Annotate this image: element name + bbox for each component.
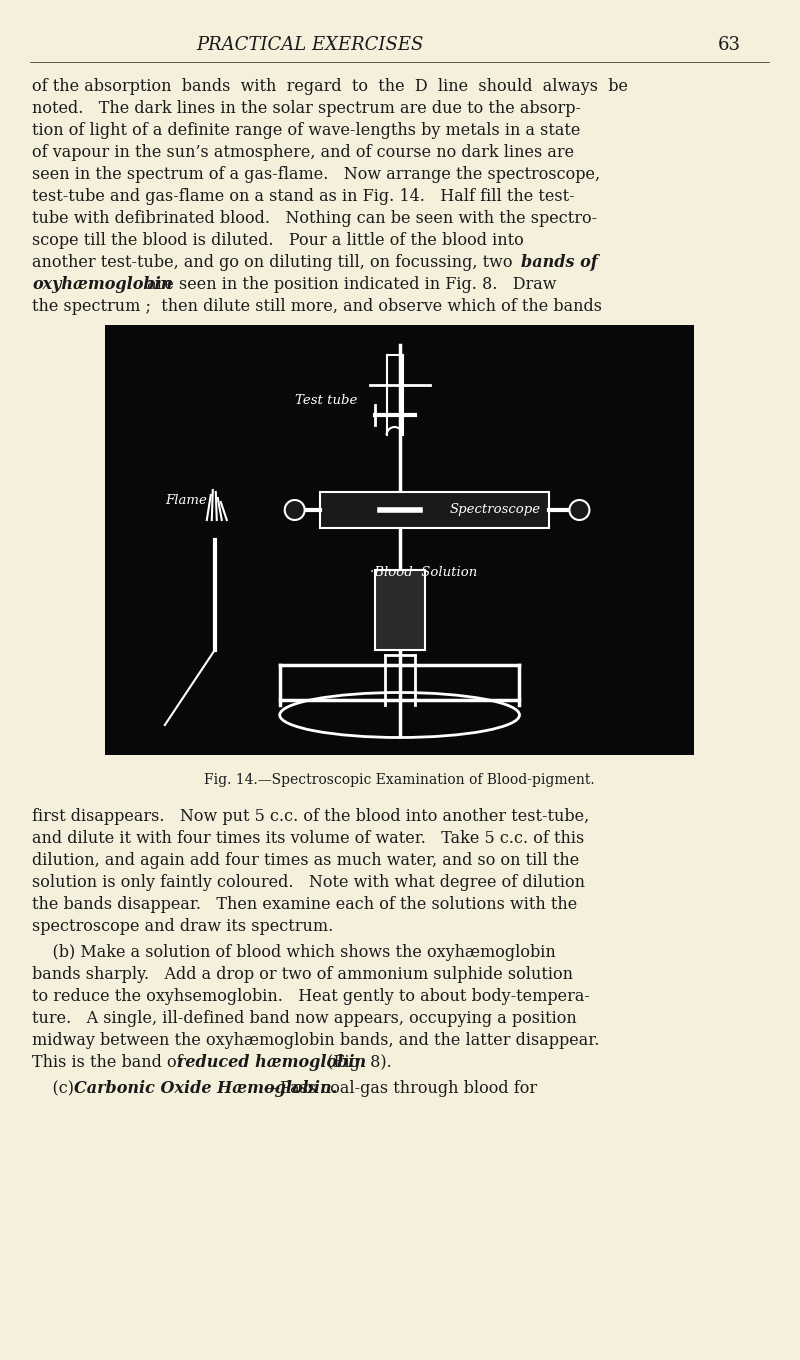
Text: Test tube: Test tube — [294, 393, 357, 407]
Text: dilution, and again add four times as much water, and so on till the: dilution, and again add four times as mu… — [32, 851, 579, 869]
Text: bands of: bands of — [522, 254, 598, 271]
Text: oxyhæmoglobin: oxyhæmoglobin — [32, 276, 172, 292]
Text: solution is only faintly coloured.   Note with what degree of dilution: solution is only faintly coloured. Note … — [32, 874, 585, 891]
Text: bands sharply.   Add a drop or two of ammonium sulphide solution: bands sharply. Add a drop or two of ammo… — [32, 966, 573, 983]
Text: tube with defibrinated blood.   Nothing can be seen with the spectro-: tube with defibrinated blood. Nothing ca… — [32, 209, 597, 227]
Text: of the absorption  bands  with  regard  to  the  D  line  should  always  be: of the absorption bands with regard to t… — [32, 78, 628, 95]
Text: Fig. 14.—Spectroscopic Examination of Blood-pigment.: Fig. 14.—Spectroscopic Examination of Bl… — [204, 772, 595, 787]
Text: Carbonic Oxide Hæmoglobin.: Carbonic Oxide Hæmoglobin. — [74, 1080, 337, 1098]
Text: PRACTICAL EXERCISES: PRACTICAL EXERCISES — [196, 35, 423, 54]
Text: (Fig. 8).: (Fig. 8). — [322, 1054, 391, 1072]
Text: —Pass coal-gas through blood for: —Pass coal-gas through blood for — [264, 1080, 537, 1098]
Text: ·Blood  Solution: ·Blood Solution — [370, 567, 477, 579]
Text: ture.   A single, ill-defined band now appears, occupying a position: ture. A single, ill-defined band now app… — [32, 1010, 577, 1027]
Text: Flame: Flame — [165, 494, 206, 506]
Text: first disappears.   Now put 5 c.c. of the blood into another test-tube,: first disappears. Now put 5 c.c. of the … — [32, 808, 590, 826]
Bar — [320, 492, 550, 528]
Text: the spectrum ;  then dilute still more, and observe which of the bands: the spectrum ; then dilute still more, a… — [32, 298, 602, 316]
Text: reduced hæmoglobin: reduced hæmoglobin — [177, 1054, 366, 1072]
Text: the bands disappear.   Then examine each of the solutions with the: the bands disappear. Then examine each o… — [32, 896, 578, 913]
Text: (c): (c) — [32, 1080, 79, 1098]
Text: another test-tube, and go on diluting till, on focussing, two: another test-tube, and go on diluting ti… — [32, 254, 518, 271]
Text: scope till the blood is diluted.   Pour a little of the blood into: scope till the blood is diluted. Pour a … — [32, 233, 524, 249]
Text: of vapour in the sun’s atmosphere, and of course no dark lines are: of vapour in the sun’s atmosphere, and o… — [32, 144, 574, 160]
Text: spectroscope and draw its spectrum.: spectroscope and draw its spectrum. — [32, 918, 334, 936]
Text: 63: 63 — [718, 35, 741, 54]
Bar — [105, 325, 694, 755]
Text: and dilute it with four times its volume of water.   Take 5 c.c. of this: and dilute it with four times its volume… — [32, 830, 584, 847]
Text: This is the band of: This is the band of — [32, 1054, 188, 1072]
Text: tion of light of a definite range of wave-lengths by metals in a state: tion of light of a definite range of wav… — [32, 122, 580, 139]
Text: noted.   The dark lines in the solar spectrum are due to the absorp-: noted. The dark lines in the solar spect… — [32, 101, 581, 117]
Text: midway between the oxyhæmoglobin bands, and the latter disappear.: midway between the oxyhæmoglobin bands, … — [32, 1032, 599, 1049]
Circle shape — [285, 500, 305, 520]
Text: (b) Make a solution of blood which shows the oxyhæmoglobin: (b) Make a solution of blood which shows… — [32, 944, 556, 962]
Text: are seen in the position indicated in Fig. 8.   Draw: are seen in the position indicated in Fi… — [142, 276, 556, 292]
Circle shape — [570, 500, 590, 520]
Text: Spectroscope: Spectroscope — [450, 503, 541, 517]
Bar — [374, 570, 425, 650]
Text: to reduce the oxyhsemoglobin.   Heat gently to about body-tempera-: to reduce the oxyhsemoglobin. Heat gentl… — [32, 987, 590, 1005]
Text: test-tube and gas-flame on a stand as in Fig. 14.   Half fill the test-: test-tube and gas-flame on a stand as in… — [32, 188, 574, 205]
Text: seen in the spectrum of a gas-flame.   Now arrange the spectroscope,: seen in the spectrum of a gas-flame. Now… — [32, 166, 600, 184]
